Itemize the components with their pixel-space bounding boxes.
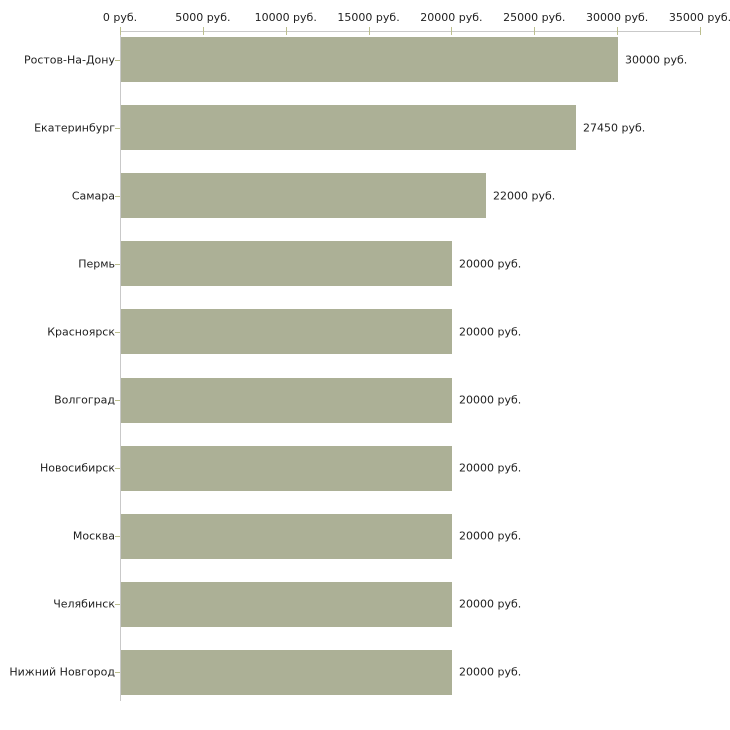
category-label: Красноярск — [47, 325, 115, 339]
value-label: 20000 руб. — [459, 257, 522, 271]
bar — [121, 37, 618, 82]
value-label: 20000 руб. — [459, 665, 522, 679]
y-axis-tick — [115, 604, 120, 606]
x-axis-tick-label: 0 руб. — [102, 11, 138, 24]
y-axis-tick — [115, 59, 120, 61]
value-label: 27450 руб. — [583, 121, 646, 135]
x-axis-tick-label: 20000 руб. — [420, 11, 483, 24]
bar — [121, 649, 452, 695]
category-label: Новосибирск — [39, 461, 115, 475]
x-axis-line — [120, 31, 701, 32]
category-label: Пермь — [78, 257, 115, 271]
category-label: Нижний Новгород — [9, 665, 115, 679]
value-label: 20000 руб. — [459, 597, 522, 611]
x-axis-tick-label: 35000 руб. — [668, 11, 730, 24]
x-axis-tick-label: 5000 руб. — [175, 11, 231, 24]
bar — [121, 241, 452, 287]
bar — [121, 377, 452, 423]
y-axis-tick — [115, 672, 120, 674]
value-label: 22000 руб. — [493, 189, 556, 203]
value-label: 20000 руб. — [459, 393, 522, 407]
value-label: 20000 руб. — [459, 529, 522, 543]
y-axis-tick — [115, 263, 120, 265]
x-axis-tick — [285, 27, 287, 35]
y-axis-tick — [115, 536, 120, 538]
y-axis-line — [120, 31, 121, 701]
x-axis-tick — [451, 27, 453, 35]
bar — [121, 105, 576, 151]
bar — [121, 309, 452, 355]
y-axis-tick — [115, 127, 120, 129]
x-axis-tick-label: 15000 руб. — [337, 11, 400, 24]
value-label: 30000 руб. — [625, 53, 688, 66]
category-label: Челябинск — [53, 597, 115, 611]
x-axis-tick-label: 30000 руб. — [586, 11, 649, 24]
category-label: Волгоград — [54, 393, 115, 407]
category-label: Самара — [71, 189, 115, 203]
bar — [121, 445, 452, 491]
category-label: Москва — [72, 529, 115, 543]
x-axis-tick — [202, 27, 204, 35]
y-axis-tick — [115, 400, 120, 401]
bar — [121, 581, 452, 627]
y-axis-tick — [115, 331, 120, 333]
bar — [121, 173, 486, 219]
x-axis-tick-label: 25000 руб. — [503, 11, 566, 24]
x-axis-tick — [534, 27, 536, 35]
category-label: Екатеринбург — [34, 121, 115, 135]
value-label: 20000 руб. — [459, 325, 522, 339]
value-label: 20000 руб. — [459, 461, 522, 475]
category-label: Ростов-На-Дону — [23, 53, 115, 66]
x-axis-tick — [368, 27, 370, 35]
bar — [121, 513, 452, 559]
y-axis-tick — [115, 195, 120, 197]
x-axis-tick-label: 10000 руб. — [254, 11, 317, 24]
x-axis-tick — [120, 27, 121, 35]
x-axis-tick — [700, 27, 701, 35]
x-axis-tick — [617, 27, 619, 35]
y-axis-tick — [115, 468, 120, 470]
